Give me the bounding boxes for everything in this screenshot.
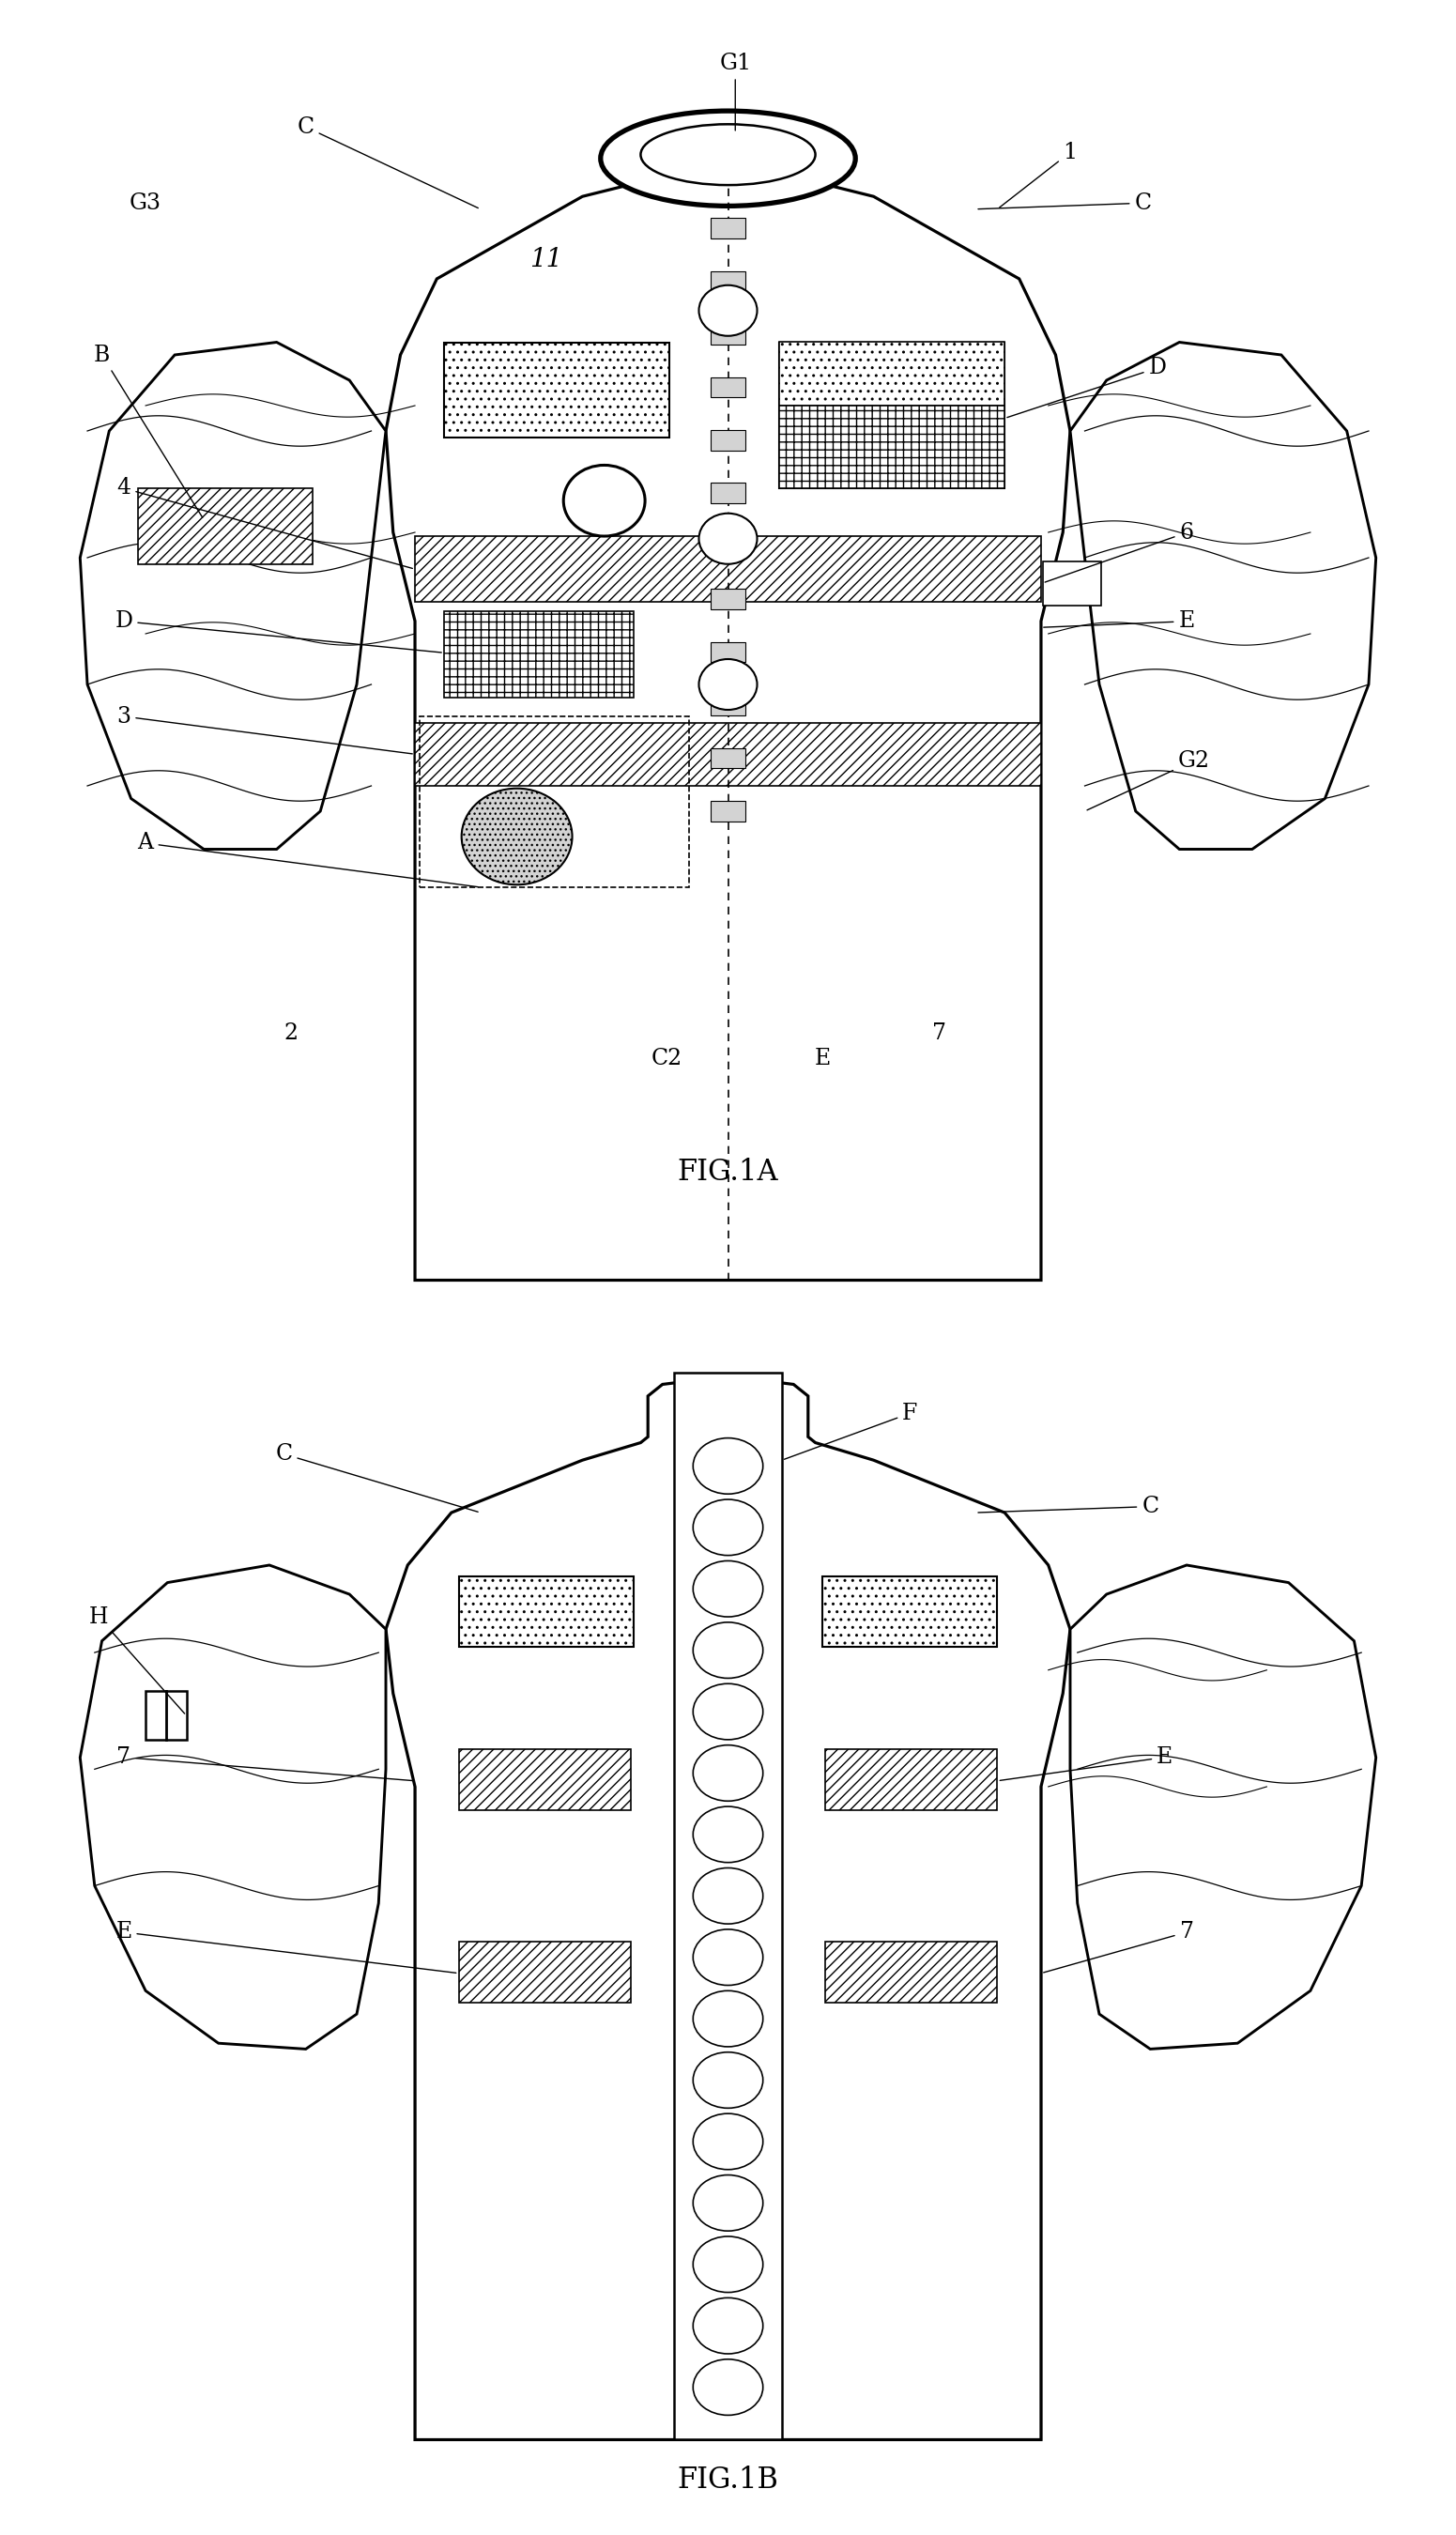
Text: 4: 4 bbox=[116, 477, 412, 568]
Text: D: D bbox=[1008, 357, 1166, 418]
Bar bbox=[415, 722, 1041, 786]
Text: E: E bbox=[115, 1922, 456, 1972]
Bar bbox=[711, 484, 745, 504]
Bar bbox=[711, 535, 745, 555]
Polygon shape bbox=[386, 172, 1070, 1280]
Text: 3: 3 bbox=[116, 705, 412, 753]
Circle shape bbox=[693, 2236, 763, 2292]
Polygon shape bbox=[80, 342, 386, 849]
Circle shape bbox=[693, 1744, 763, 1800]
Circle shape bbox=[693, 2114, 763, 2170]
Bar bbox=[826, 1942, 997, 2003]
Text: G3: G3 bbox=[130, 193, 162, 213]
Bar bbox=[459, 1749, 630, 1810]
Circle shape bbox=[563, 466, 645, 537]
Circle shape bbox=[693, 2053, 763, 2109]
Circle shape bbox=[693, 1929, 763, 1985]
Bar bbox=[711, 324, 745, 345]
Bar bbox=[711, 431, 745, 451]
Bar bbox=[444, 611, 633, 697]
Text: G2: G2 bbox=[1088, 750, 1210, 811]
Bar bbox=[419, 717, 689, 887]
Bar bbox=[1042, 563, 1101, 606]
Polygon shape bbox=[386, 1377, 1070, 2439]
Bar bbox=[711, 588, 745, 608]
Text: 11: 11 bbox=[530, 246, 562, 271]
Bar bbox=[779, 342, 1005, 406]
Text: FIG.1B: FIG.1B bbox=[677, 2467, 779, 2494]
Text: 7: 7 bbox=[1044, 1922, 1194, 1972]
Polygon shape bbox=[1070, 342, 1376, 849]
Circle shape bbox=[693, 1622, 763, 1678]
Polygon shape bbox=[80, 1564, 386, 2048]
Circle shape bbox=[693, 1807, 763, 1863]
Bar bbox=[146, 1691, 186, 1739]
Bar bbox=[444, 342, 670, 436]
Ellipse shape bbox=[641, 124, 815, 185]
Text: A: A bbox=[138, 831, 478, 887]
Circle shape bbox=[693, 1437, 763, 1493]
Text: B: B bbox=[93, 345, 202, 517]
Text: H: H bbox=[89, 1607, 185, 1714]
Bar bbox=[711, 748, 745, 768]
Text: 6: 6 bbox=[1045, 522, 1194, 583]
Text: E: E bbox=[1000, 1747, 1174, 1780]
Bar bbox=[674, 1374, 782, 2439]
Bar bbox=[711, 271, 745, 292]
Text: 7: 7 bbox=[116, 1747, 412, 1780]
Text: E: E bbox=[1044, 611, 1195, 631]
Bar bbox=[779, 342, 1005, 487]
Circle shape bbox=[693, 1498, 763, 1556]
Polygon shape bbox=[138, 487, 313, 565]
Circle shape bbox=[462, 788, 572, 885]
Text: G1: G1 bbox=[719, 53, 751, 129]
Text: FIG.1A: FIG.1A bbox=[677, 1158, 779, 1186]
Circle shape bbox=[693, 2360, 763, 2416]
Circle shape bbox=[693, 1990, 763, 2046]
Bar bbox=[711, 801, 745, 821]
Bar bbox=[826, 1749, 997, 1810]
Bar bbox=[711, 378, 745, 398]
Bar bbox=[711, 641, 745, 662]
Bar bbox=[711, 695, 745, 715]
Polygon shape bbox=[1070, 1564, 1376, 2048]
Text: 1: 1 bbox=[999, 142, 1077, 208]
Text: C: C bbox=[297, 117, 478, 208]
Text: D: D bbox=[115, 611, 441, 651]
Text: C: C bbox=[978, 1496, 1159, 1518]
Text: E: E bbox=[814, 1047, 831, 1070]
Bar bbox=[459, 1942, 630, 2003]
Ellipse shape bbox=[601, 112, 856, 205]
Text: 7: 7 bbox=[932, 1022, 946, 1044]
Circle shape bbox=[699, 286, 757, 337]
Text: C: C bbox=[978, 193, 1152, 213]
Bar bbox=[459, 1577, 633, 1648]
Bar bbox=[779, 406, 1005, 487]
Text: C2: C2 bbox=[651, 1047, 683, 1070]
Circle shape bbox=[693, 2297, 763, 2355]
Bar bbox=[415, 535, 1041, 603]
Text: F: F bbox=[785, 1402, 917, 1460]
Circle shape bbox=[693, 1683, 763, 1739]
Text: 2: 2 bbox=[284, 1022, 298, 1044]
Circle shape bbox=[699, 512, 757, 565]
Circle shape bbox=[699, 659, 757, 710]
Circle shape bbox=[693, 2175, 763, 2231]
Circle shape bbox=[693, 1562, 763, 1617]
Bar bbox=[823, 1577, 997, 1648]
Text: C: C bbox=[275, 1442, 478, 1511]
Circle shape bbox=[693, 1868, 763, 1924]
Bar bbox=[711, 218, 745, 238]
